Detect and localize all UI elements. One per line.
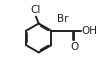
- Text: OH: OH: [82, 26, 98, 36]
- Text: Br: Br: [57, 14, 68, 24]
- Text: Cl: Cl: [30, 5, 40, 15]
- Text: O: O: [70, 42, 79, 52]
